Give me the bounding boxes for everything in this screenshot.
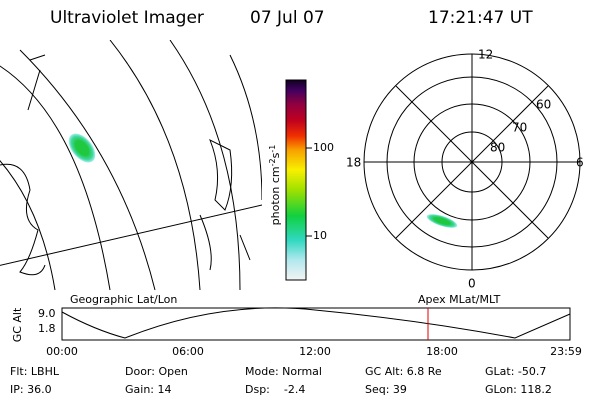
footer-field: Mode: Normal — [245, 365, 322, 378]
lat-label: 80 — [490, 141, 505, 155]
footer-field: Flt: LBHL — [10, 365, 60, 378]
altitude-curve — [61, 307, 571, 339]
footer-field: Gain: 14 — [125, 383, 172, 396]
polar-plot — [363, 53, 581, 271]
colorbar-unit: photon cm-2s-1 — [268, 145, 283, 226]
axis-label: GC Alt — [11, 307, 24, 342]
timeline-label: Geographic Lat/Lon — [70, 293, 177, 306]
mlt-label: 18 — [346, 156, 361, 170]
y-label: 1.8 — [38, 322, 56, 335]
timeline-frame — [61, 307, 571, 341]
mlt-label: 6 — [576, 156, 584, 170]
footer-field: GLat: -50.7 — [485, 365, 546, 378]
title: Ultraviolet Imager — [50, 8, 204, 28]
y-label: 9.0 — [38, 307, 56, 320]
time-label: 18:00 — [426, 345, 458, 358]
mlt-label: 12 — [478, 48, 493, 62]
time-label: 00:00 — [46, 345, 78, 358]
colorbar-label: 10 — [313, 229, 327, 242]
time-label: 23:59 — [550, 345, 582, 358]
time-label: 12:00 — [299, 345, 331, 358]
footer-field: Dsp: -2.4 — [245, 383, 305, 396]
lat-label: 70 — [512, 121, 527, 135]
time-label: 06:00 — [172, 345, 204, 358]
date: 07 Jul 07 — [250, 8, 325, 28]
mlt-label: 0 — [468, 277, 476, 291]
footer-field: Seq: 39 — [365, 383, 407, 396]
colorbar — [285, 79, 307, 281]
footer-field: IP: 36.0 — [10, 383, 52, 396]
time: 17:21:47 UT — [428, 8, 533, 28]
colorbar-label: 100 — [313, 141, 334, 154]
footer-field: GC Alt: 6.8 Re — [365, 365, 442, 378]
footer-field: Door: Open — [125, 365, 188, 378]
footer-field: GLon: 118.2 — [485, 383, 552, 396]
footer: Flt: LBHL Door: Open Mode: Normal GC Alt: 6… — [10, 365, 552, 396]
geographic-map — [0, 40, 262, 291]
timeline-label: Apex MLat/MLT — [418, 293, 501, 306]
lat-label: 60 — [536, 98, 551, 112]
